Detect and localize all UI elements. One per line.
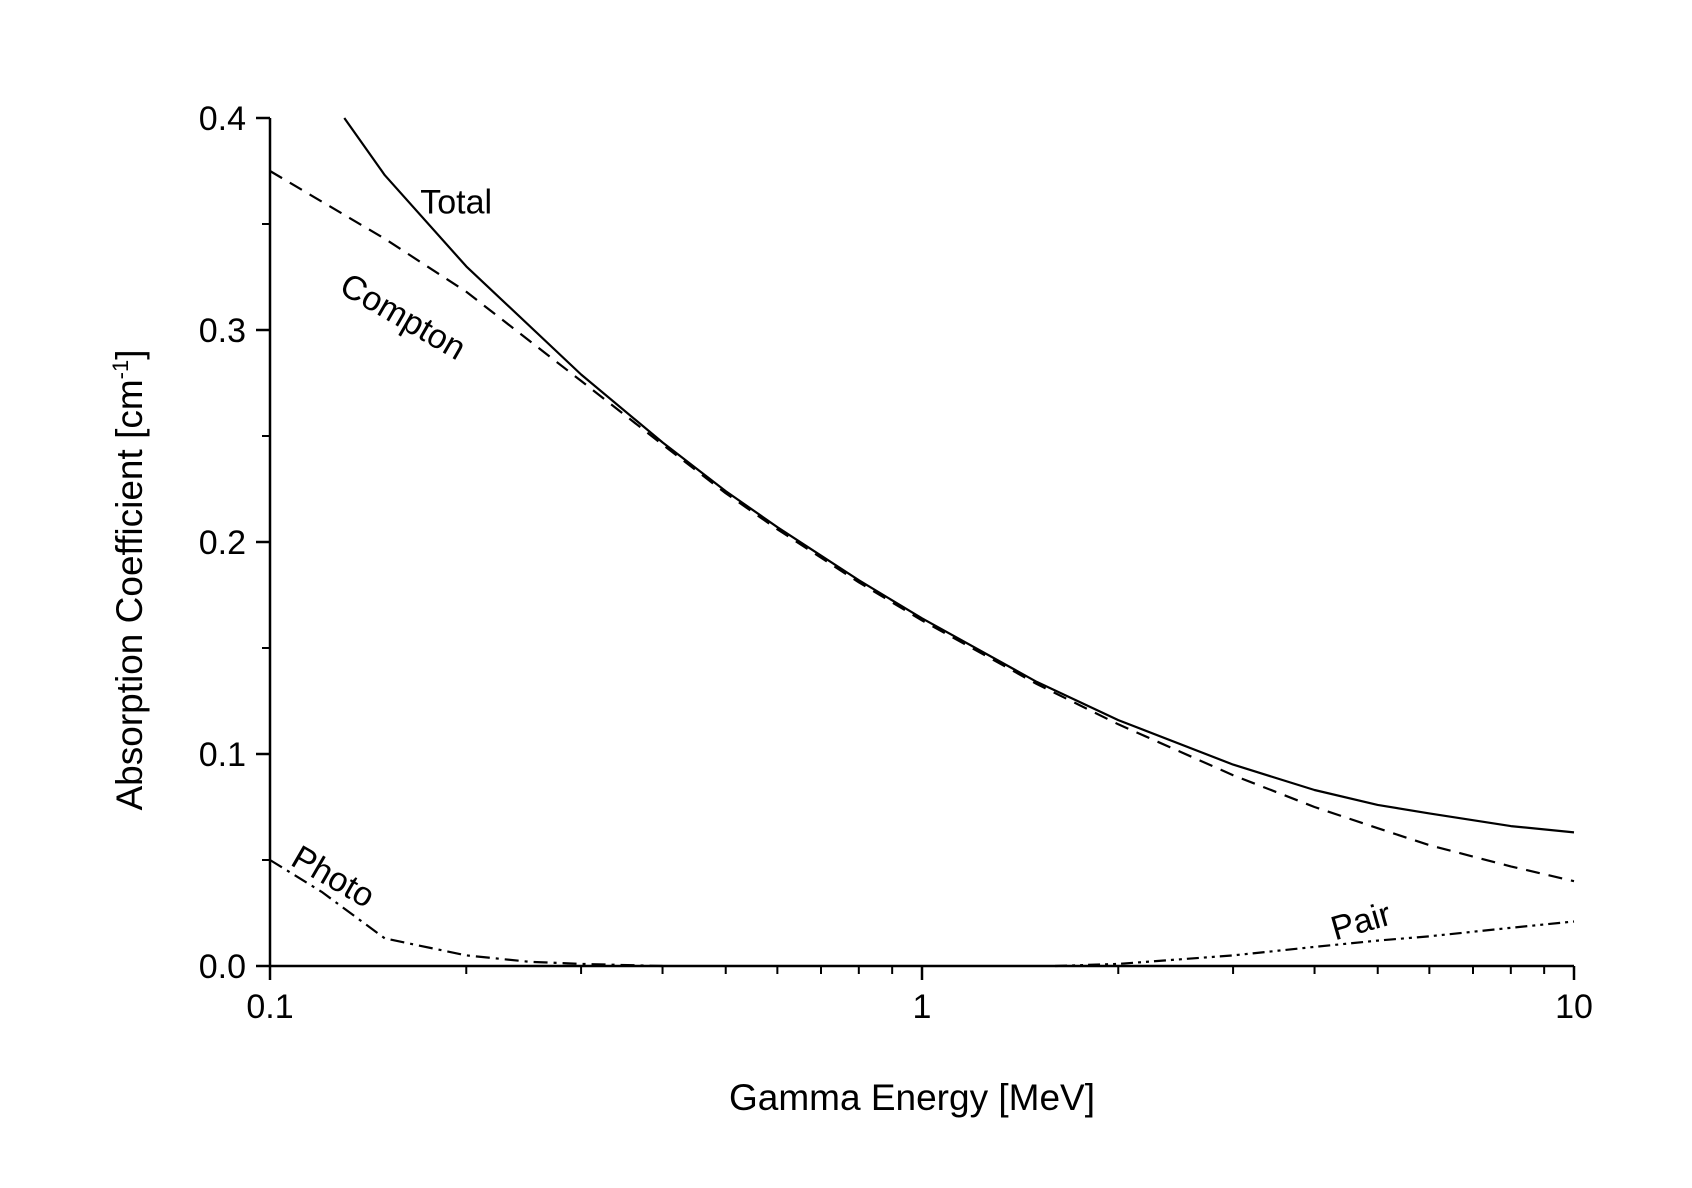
curves bbox=[269, 117, 1575, 968]
y-axis-title-close: ] bbox=[109, 349, 150, 359]
y-tick-label: 0.4 bbox=[199, 100, 246, 138]
y-tick-label: 0.3 bbox=[199, 312, 246, 350]
y-tick-label: 0.1 bbox=[199, 736, 246, 774]
series-photo-line bbox=[269, 859, 663, 968]
x-tick-label: 10 bbox=[1555, 988, 1593, 1026]
series-compton-line bbox=[269, 170, 1575, 883]
series-photo-label: Photo bbox=[285, 838, 381, 915]
y-axis-title: Absorption Coefficient [cm-1] bbox=[108, 349, 150, 810]
series-total-label: Total bbox=[420, 183, 492, 221]
y-tick-label: 0.2 bbox=[199, 524, 246, 562]
ticks bbox=[256, 116, 1576, 980]
y-axis-title-superscript: -1 bbox=[108, 360, 133, 380]
series-total-line bbox=[343, 117, 1575, 834]
x-axis-title: Gamma Energy [MeV] bbox=[729, 1077, 1095, 1118]
axes bbox=[268, 118, 1574, 968]
y-axis-title-main: Absorption Coefficient [cm bbox=[109, 379, 150, 810]
y-tick-label: 0.0 bbox=[199, 948, 246, 986]
tick-labels: 0.00.10.20.30.40.1 1 10 bbox=[199, 100, 1593, 1026]
x-tick-label: 0.1 bbox=[246, 988, 293, 1026]
series-pair-line bbox=[1055, 920, 1575, 968]
x-tick-label: 1 bbox=[913, 988, 932, 1026]
